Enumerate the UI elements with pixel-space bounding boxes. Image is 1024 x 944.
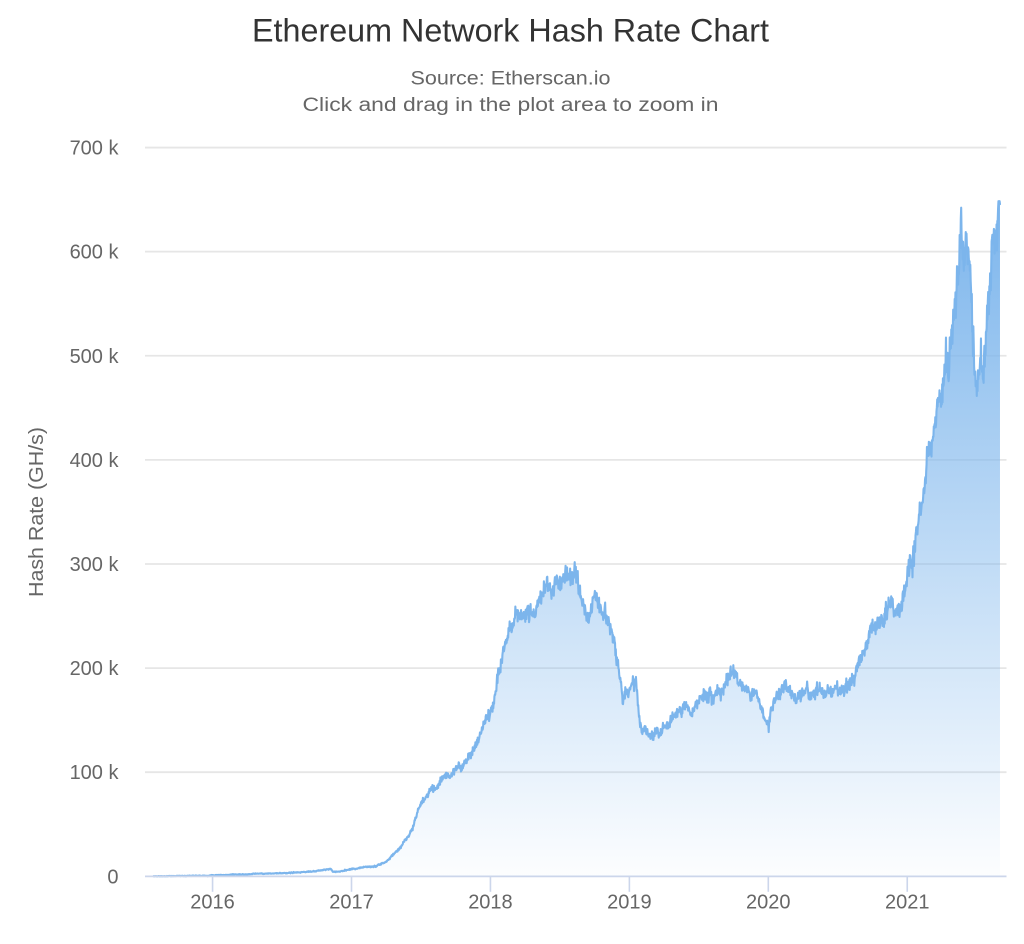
svg-text:Hash Rate (GH/s): Hash Rate (GH/s) (26, 427, 48, 597)
svg-text:2017: 2017 (329, 892, 374, 914)
svg-text:Ethereum Network Hash Rate Cha: Ethereum Network Hash Rate Chart (252, 13, 769, 49)
svg-text:100 k: 100 k (70, 762, 120, 784)
svg-text:0: 0 (107, 866, 118, 888)
svg-text:2016: 2016 (190, 892, 235, 914)
svg-text:2019: 2019 (607, 892, 652, 914)
svg-text:700 k: 700 k (70, 138, 120, 160)
svg-text:600 k: 600 k (70, 242, 120, 264)
svg-text:2018: 2018 (468, 892, 513, 914)
svg-text:300 k: 300 k (70, 554, 120, 576)
svg-text:400 k: 400 k (70, 450, 120, 472)
svg-text:Source: Etherscan.io: Source: Etherscan.io (411, 69, 611, 90)
svg-text:2020: 2020 (746, 892, 791, 914)
svg-text:500 k: 500 k (70, 346, 120, 368)
svg-text:Click and drag in the plot are: Click and drag in the plot area to zoom … (303, 95, 719, 116)
svg-text:2021: 2021 (885, 892, 930, 914)
svg-text:200 k: 200 k (70, 658, 120, 680)
